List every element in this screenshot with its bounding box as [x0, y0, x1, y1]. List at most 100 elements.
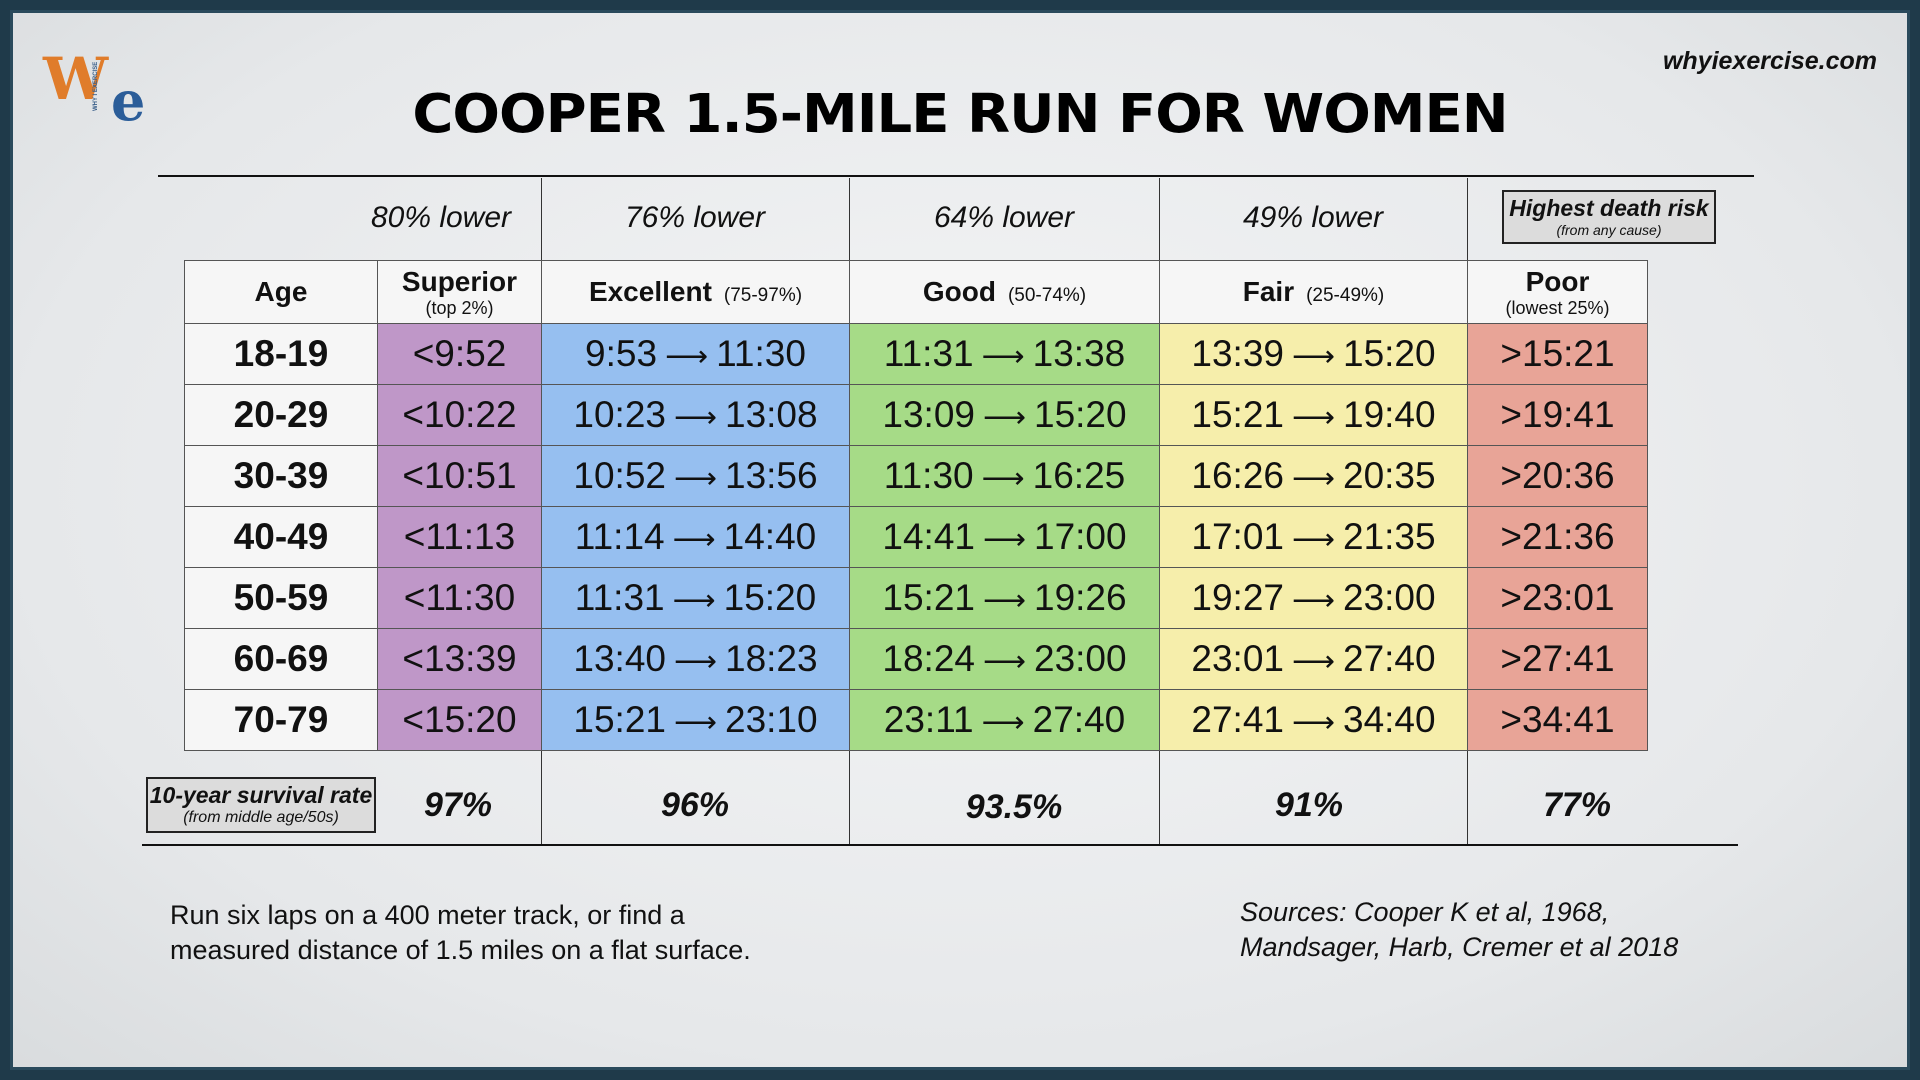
range-from: 23:01: [1191, 638, 1284, 679]
survival-excellent: 96%: [660, 786, 730, 824]
age-label: 18-19: [233, 333, 329, 374]
range-to: 27:40: [1343, 638, 1436, 679]
range-to: 16:25: [1032, 455, 1126, 496]
range-to: 15:20: [723, 577, 817, 618]
header-good-label: Good: [922, 276, 996, 307]
excellent-cell: 10:52 ⟶ 13:56: [541, 445, 850, 507]
survival-box-title: 10-year survival rate: [149, 782, 373, 808]
bottom-rule: [142, 844, 1738, 846]
good-cell: 11:31 ⟶ 13:38: [849, 323, 1160, 385]
range-from: 27:41: [1191, 699, 1284, 740]
risk-label-fair: 49% lower: [1242, 201, 1384, 234]
arrow-icon: ⟶: [982, 645, 1026, 678]
top-rule: [158, 175, 1754, 177]
good-cell: 11:30 ⟶ 16:25: [849, 445, 1160, 507]
range-to: 23:00: [1034, 638, 1127, 679]
table-row: 20-29 <10:22 10:23 ⟶ 13:08 13:09 ⟶ 15:20 15:21 ⟶ 1…: [184, 384, 1648, 446]
arrow-icon: ⟶: [1291, 645, 1335, 678]
range-to: 13:56: [725, 455, 818, 496]
age-cell: 50-59: [184, 567, 378, 629]
excellent-cell: 13:40 ⟶ 18:23: [541, 628, 850, 690]
range-to: 14:40: [723, 516, 817, 557]
superior-cell: <13:39: [377, 628, 542, 690]
survival-poor: 77%: [1542, 786, 1612, 824]
superior-cell: <10:22: [377, 384, 542, 446]
poor-cell: >15:21: [1467, 323, 1648, 385]
range-to: 13:08: [725, 394, 818, 435]
risk-label-superior: 80% lower: [370, 201, 512, 234]
header-poor: Poor (lowest 25%): [1467, 260, 1648, 324]
header-good: Good (50-74%): [849, 260, 1160, 324]
table-row: 50-59 <11:30 11:31 ⟶ 15:20 15:21 ⟶ 19:26 19:27 ⟶ 2…: [184, 567, 1648, 629]
range-to: 27:40: [1032, 699, 1126, 740]
good-cell: 18:24 ⟶ 23:00: [849, 628, 1160, 690]
range-from: 17:01: [1191, 516, 1284, 557]
fair-cell: 17:01 ⟶ 21:35: [1159, 506, 1468, 568]
range-from: 9:53: [585, 333, 658, 374]
risk-box-subtitle: (from any cause): [1556, 222, 1662, 238]
range-from: 11:30: [883, 455, 974, 496]
sources-note: Sources: Cooper K et al, 1968, Mandsager…: [1240, 895, 1678, 965]
poor-value: >20:36: [1500, 455, 1615, 496]
survival-superior: 97%: [423, 786, 493, 824]
table-row: 70-79 <15:20 15:21 ⟶ 23:10 23:11 ⟶ 27:40 27:41 ⟶ 3…: [184, 689, 1648, 751]
superior-value: <9:52: [412, 333, 507, 374]
range-from: 10:52: [573, 455, 666, 496]
arrow-icon: ⟶: [982, 584, 1026, 617]
arrow-icon: ⟶: [673, 645, 717, 678]
superior-cell: <11:30: [377, 567, 542, 629]
poor-value: >23:01: [1500, 577, 1615, 618]
header-poor-label: Poor: [1525, 265, 1590, 297]
page-title: Cooper 1.5-mile run for women: [412, 83, 1508, 146]
header-excellent-sub: (75-97%): [723, 285, 803, 306]
age-label: 70-79: [233, 699, 329, 740]
range-to: 19:40: [1343, 394, 1436, 435]
good-cell: 15:21 ⟶ 19:26: [849, 567, 1160, 629]
age-label: 40-49: [233, 516, 329, 557]
excellent-cell: 11:14 ⟶ 14:40: [541, 506, 850, 568]
arrow-icon: ⟶: [1291, 584, 1335, 617]
poor-cell: >21:36: [1467, 506, 1648, 568]
range-from: 15:21: [573, 699, 666, 740]
range-from: 15:21: [882, 577, 975, 618]
range-from: 23:11: [883, 699, 974, 740]
arrow-icon: ⟶: [1291, 462, 1335, 495]
fair-cell: 23:01 ⟶ 27:40: [1159, 628, 1468, 690]
header-superior-label: Superior: [401, 265, 518, 297]
whyiexercise-logo: W e WHY I EXERCISE: [35, 35, 155, 135]
header-excellent: Excellent (75-97%): [541, 260, 850, 324]
site-url: whyiexercise.com: [1662, 47, 1877, 75]
excellent-cell: 11:31 ⟶ 15:20: [541, 567, 850, 629]
range-to: 23:10: [725, 699, 818, 740]
header-fair-sub: (25-49%): [1306, 285, 1385, 306]
range-to: 23:00: [1343, 577, 1436, 618]
table-row: 30-39 <10:51 10:52 ⟶ 13:56 11:30 ⟶ 16:25 16:26 ⟶ 2…: [184, 445, 1648, 507]
survival-box-subtitle: (from middle age/50s): [183, 809, 339, 826]
table-row: 40-49 <11:13 11:14 ⟶ 14:40 14:41 ⟶ 17:00 17:01 ⟶ 2…: [184, 506, 1648, 568]
age-cell: 40-49: [184, 506, 378, 568]
range-to: 18:23: [725, 638, 818, 679]
arrow-icon: ⟶: [981, 706, 1025, 739]
age-label: 30-39: [233, 455, 329, 496]
range-from: 15:21: [1191, 394, 1284, 435]
arrow-icon: ⟶: [1291, 523, 1335, 556]
arrow-icon: ⟶: [673, 706, 717, 739]
logo-letter-e: e: [111, 69, 146, 133]
highest-death-risk-box: Highest death risk (from any cause): [1502, 190, 1716, 244]
risk-label-excellent: 76% lower: [624, 201, 766, 234]
arrow-icon: ⟶: [982, 401, 1026, 434]
note-line: measured distance of 1.5 miles on a flat…: [170, 935, 751, 965]
fair-cell: 16:26 ⟶ 20:35: [1159, 445, 1468, 507]
arrow-icon: ⟶: [981, 340, 1025, 373]
superior-cell: <9:52: [377, 323, 542, 385]
sources-line: Mandsager, Harb, Cremer et al 2018: [1240, 932, 1679, 962]
age-cell: 60-69: [184, 628, 378, 690]
good-cell: 14:41 ⟶ 17:00: [849, 506, 1160, 568]
range-to: 11:30: [716, 333, 806, 374]
age-label: 60-69: [233, 638, 329, 679]
arrow-icon: ⟶: [673, 401, 717, 434]
header-age: Age: [184, 260, 378, 324]
header-good-sub: (50-74%): [1007, 285, 1087, 306]
poor-cell: >23:01: [1467, 567, 1648, 629]
range-from: 13:09: [882, 394, 975, 435]
